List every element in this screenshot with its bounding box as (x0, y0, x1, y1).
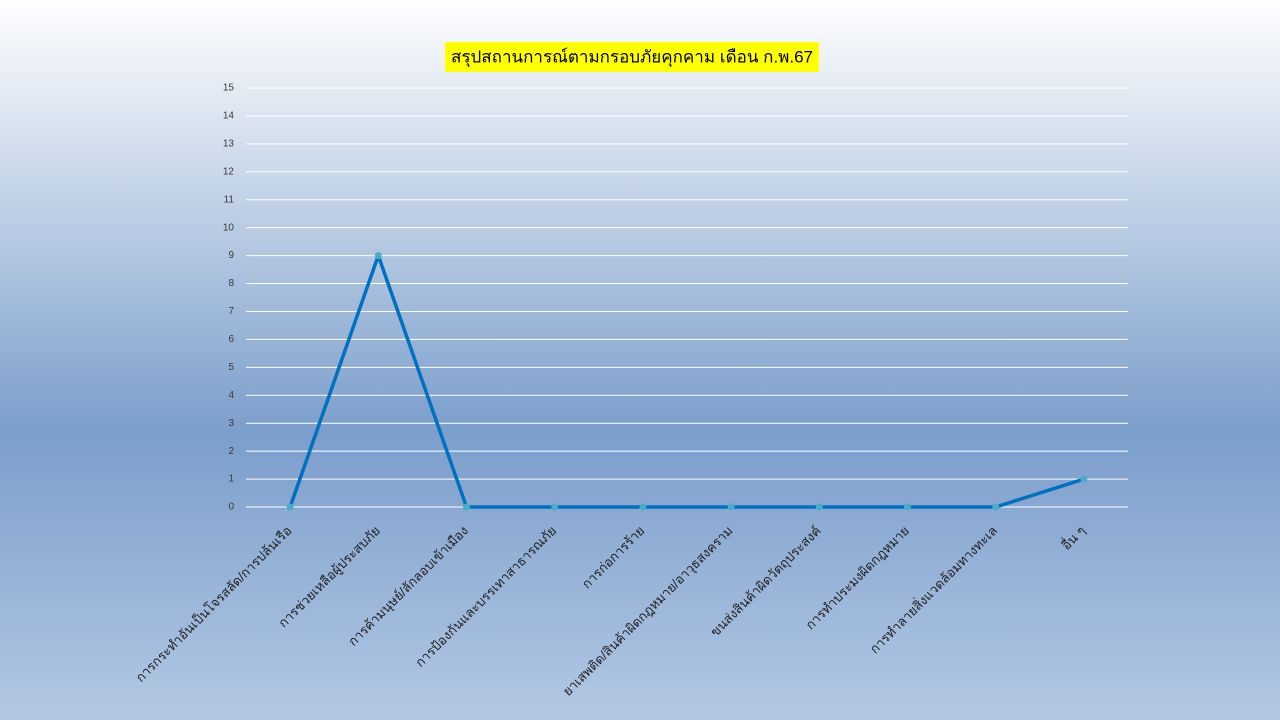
y-tick-label: 4 (228, 390, 234, 401)
y-tick-label: 2 (228, 446, 234, 457)
y-tick-label: 8 (228, 278, 234, 289)
chart-title: สรุปสถานการณ์ตามกรอบภัยคุกคาม เดือน ก.พ.… (451, 47, 813, 67)
data-point (551, 503, 559, 511)
y-tick-label: 14 (223, 111, 235, 122)
data-point (463, 503, 470, 511)
y-tick-label: 7 (228, 306, 234, 317)
data-point (992, 503, 1000, 511)
y-tick-label: 5 (228, 362, 234, 373)
y-tick-label: 6 (228, 334, 234, 345)
data-line (288, 253, 1085, 509)
y-tick-label: 12 (223, 166, 235, 177)
y-tick-label: 1 (228, 474, 234, 485)
y-tick-label: 15 (223, 83, 235, 94)
y-tick-label: 0 (228, 502, 234, 513)
y-tick-label: 10 (223, 222, 235, 233)
data-point (1080, 475, 1088, 483)
y-tick-label: 9 (228, 250, 234, 261)
data-point (727, 503, 735, 511)
title-background (444, 42, 820, 72)
data-point (286, 503, 294, 511)
y-tick-label: 13 (223, 139, 235, 150)
y-tick-label: 11 (224, 194, 235, 205)
data-point (639, 503, 647, 511)
data-point (374, 252, 382, 260)
data-point (904, 503, 911, 511)
y-tick-label: 3 (228, 418, 234, 429)
data-point (815, 503, 823, 511)
